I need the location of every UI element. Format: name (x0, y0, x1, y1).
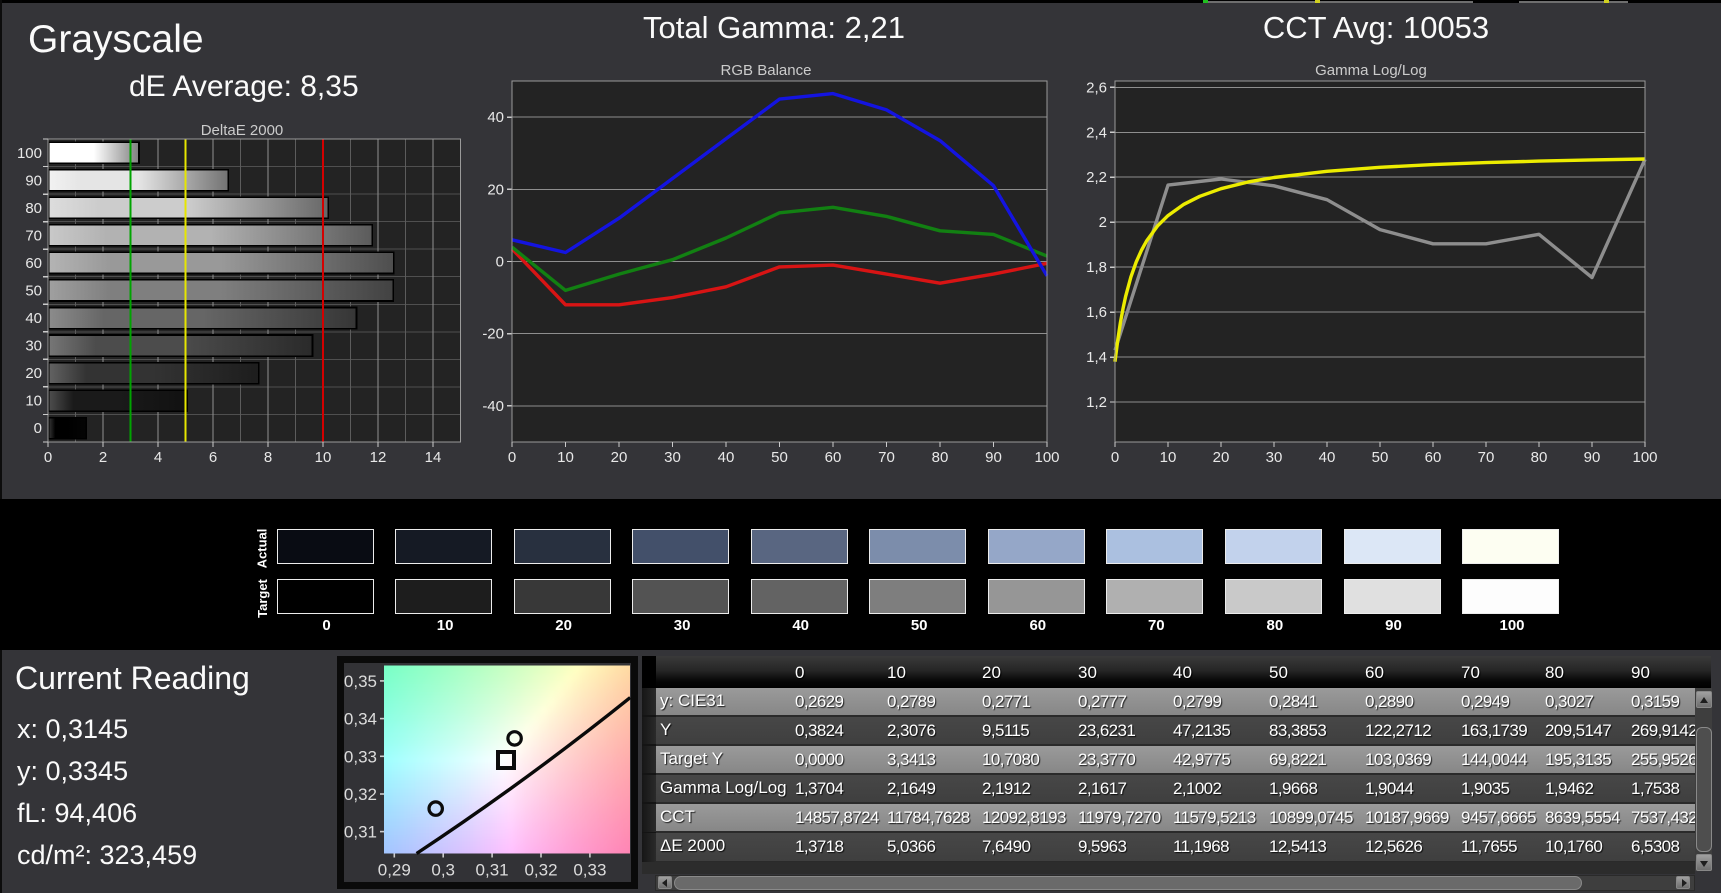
svg-text:20: 20 (611, 449, 628, 466)
svg-text:90: 90 (1584, 449, 1601, 466)
svg-text:40: 40 (25, 310, 42, 327)
svg-text:80: 80 (25, 200, 42, 217)
svg-text:1,4: 1,4 (1086, 349, 1107, 366)
svg-text:0,31: 0,31 (476, 861, 509, 880)
svg-text:50: 50 (771, 449, 788, 466)
svg-text:0,35: 0,35 (344, 672, 377, 691)
svg-text:-40: -40 (482, 398, 504, 415)
svg-text:90: 90 (25, 172, 42, 189)
svg-text:100: 100 (1632, 449, 1657, 466)
svg-text:0,32: 0,32 (344, 785, 377, 804)
svg-text:10: 10 (25, 393, 42, 410)
svg-text:60: 60 (25, 255, 42, 272)
svg-text:0,29: 0,29 (378, 861, 411, 880)
svg-text:80: 80 (932, 449, 949, 466)
svg-text:8: 8 (264, 449, 272, 466)
svg-text:100: 100 (17, 145, 42, 162)
svg-text:1,6: 1,6 (1086, 304, 1107, 321)
svg-text:10: 10 (1160, 449, 1177, 466)
svg-text:30: 30 (664, 449, 681, 466)
svg-text:1,8: 1,8 (1086, 259, 1107, 276)
svg-text:40: 40 (1319, 449, 1336, 466)
svg-text:0,31: 0,31 (344, 823, 377, 842)
svg-text:70: 70 (25, 227, 42, 244)
svg-text:100: 100 (1034, 449, 1059, 466)
svg-text:0,32: 0,32 (524, 861, 557, 880)
svg-text:60: 60 (1425, 449, 1442, 466)
svg-text:30: 30 (1266, 449, 1283, 466)
svg-text:80: 80 (1531, 449, 1548, 466)
svg-text:70: 70 (1478, 449, 1495, 466)
svg-text:0: 0 (1111, 449, 1119, 466)
svg-text:70: 70 (878, 449, 895, 466)
svg-text:20: 20 (1213, 449, 1230, 466)
svg-text:0,3: 0,3 (431, 861, 455, 880)
svg-text:2: 2 (99, 449, 107, 466)
svg-text:0,33: 0,33 (573, 861, 606, 880)
svg-text:6: 6 (209, 449, 217, 466)
svg-text:Gamma Log/Log: Gamma Log/Log (1315, 62, 1427, 79)
svg-text:0: 0 (34, 420, 42, 437)
svg-text:50: 50 (25, 283, 42, 300)
svg-text:1,2: 1,2 (1086, 394, 1107, 411)
svg-text:2,4: 2,4 (1086, 124, 1107, 141)
svg-text:10: 10 (557, 449, 574, 466)
svg-text:RGB Balance: RGB Balance (721, 62, 812, 79)
svg-text:40: 40 (487, 109, 504, 126)
svg-text:2: 2 (1099, 214, 1107, 231)
svg-text:50: 50 (1372, 449, 1389, 466)
svg-text:4: 4 (154, 449, 162, 466)
svg-text:0: 0 (496, 254, 504, 271)
svg-text:0: 0 (44, 449, 52, 466)
svg-text:14: 14 (425, 449, 442, 466)
svg-text:0,33: 0,33 (344, 747, 377, 766)
svg-text:30: 30 (25, 338, 42, 355)
svg-text:60: 60 (825, 449, 842, 466)
svg-text:-20: -20 (482, 326, 504, 343)
svg-text:DeltaE 2000: DeltaE 2000 (201, 122, 284, 139)
svg-text:2,2: 2,2 (1086, 169, 1107, 186)
svg-text:90: 90 (985, 449, 1002, 466)
svg-text:2,6: 2,6 (1086, 79, 1107, 96)
svg-text:0: 0 (508, 449, 516, 466)
svg-text:40: 40 (718, 449, 735, 466)
svg-text:12: 12 (370, 449, 387, 466)
svg-text:10: 10 (315, 449, 332, 466)
svg-text:20: 20 (487, 181, 504, 198)
svg-text:0,34: 0,34 (344, 710, 377, 729)
svg-text:20: 20 (25, 365, 42, 382)
